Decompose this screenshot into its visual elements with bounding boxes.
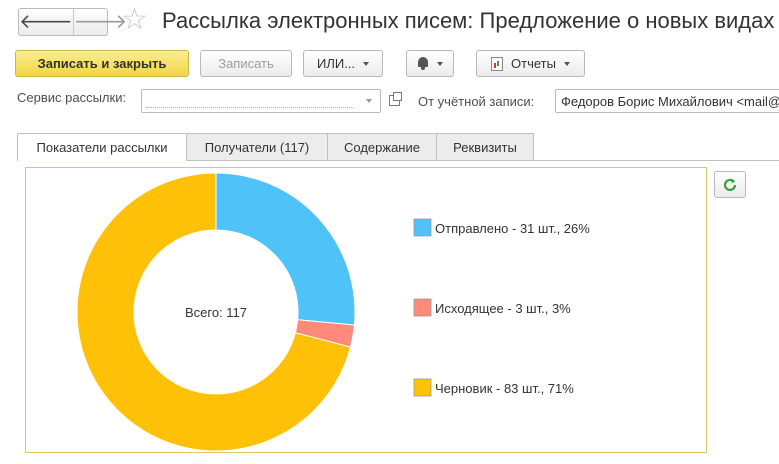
legend-swatch-2 (413, 378, 432, 397)
navigation-group: 🡐 🡒 (18, 8, 127, 36)
donut-slice-0 (215, 172, 356, 326)
reports-button[interactable]: Отчеты (476, 50, 585, 77)
legend-swatch-0 (413, 218, 432, 237)
tab-stats[interactable]: Показатели рассылки (17, 133, 187, 161)
service-input[interactable] (141, 89, 381, 113)
tab-divider (187, 160, 779, 161)
legend-label-1: Исходящее - 3 шт., 3% (435, 301, 571, 316)
refresh-icon (723, 178, 737, 191)
legend-label-0: Отправлено - 31 шт., 26% (435, 221, 590, 236)
reports-label: Отчеты (511, 56, 556, 71)
ili-menu-button[interactable]: ИЛИ... (303, 50, 383, 77)
legend-swatch-1 (413, 298, 432, 317)
tab-content[interactable]: Содержание (328, 133, 437, 160)
legend-label-2: Черновик - 83 шт., 71% (435, 381, 574, 396)
arrow-left-icon: 🡐 (19, 11, 73, 33)
donut-center-label: Всего: 117 (185, 305, 247, 320)
page-title: Рассылка электронных писем: Предложение … (162, 8, 775, 33)
service-label: Сервис рассылки: (17, 90, 127, 105)
forward-button[interactable]: 🡒 (74, 9, 128, 35)
account-input[interactable]: Федоров Борис Михайлович <mail@ (555, 89, 779, 113)
back-button[interactable]: 🡐 (19, 9, 74, 35)
refresh-button[interactable] (714, 171, 746, 198)
reminder-button[interactable] (406, 50, 454, 77)
report-icon (491, 56, 504, 71)
chevron-down-icon (363, 61, 370, 66)
chevron-down-icon (563, 61, 570, 66)
tab-details[interactable]: Реквизиты (437, 133, 534, 160)
account-label: От учётной записи: (418, 94, 535, 109)
star-icon[interactable]: ☆ (121, 3, 148, 36)
tab-bar: Показатели рассылки Получатели (117) Сод… (17, 133, 534, 161)
tab-recipients[interactable]: Получатели (117) (187, 133, 328, 160)
save-button[interactable]: Записать (200, 50, 292, 77)
chevron-down-icon[interactable] (366, 99, 372, 103)
ili-label: ИЛИ... (316, 56, 356, 71)
bell-icon (417, 57, 429, 70)
donut-slice-2 (76, 172, 352, 452)
open-icon[interactable] (389, 92, 402, 106)
save-and-close-button[interactable]: Записать и закрыть (15, 50, 189, 77)
chart-panel: Всего: 117 Отправлено - 31 шт., 26% Исходя… (25, 167, 707, 453)
donut-chart: Всего: 117 Отправлено - 31 шт., 26% Исходя… (76, 172, 590, 452)
arrow-right-icon: 🡒 (73, 11, 128, 33)
chevron-down-icon (437, 61, 443, 66)
